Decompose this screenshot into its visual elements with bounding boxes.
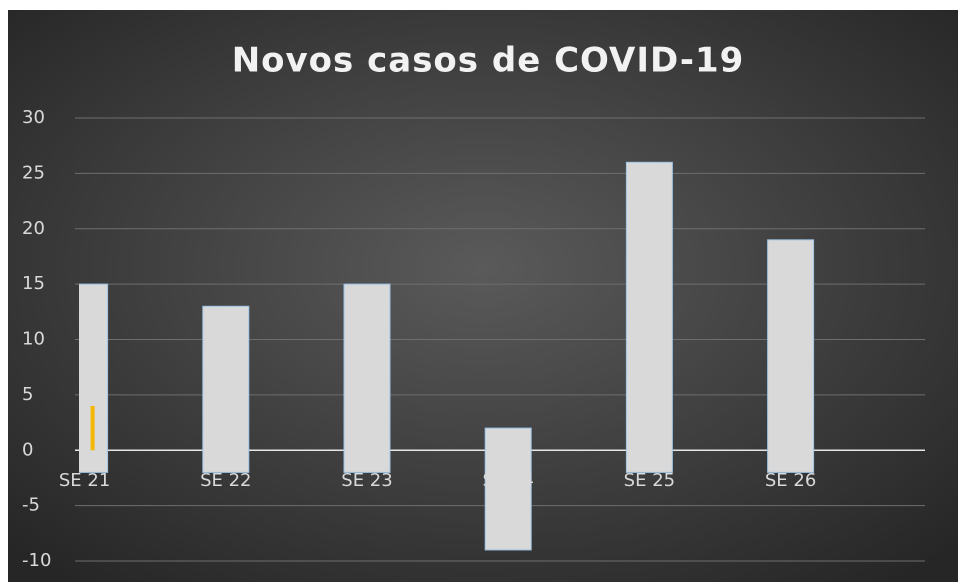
y-tick-label: -5 (22, 495, 40, 516)
bar (202, 305, 250, 473)
x-tick-label: SE 25 (624, 470, 675, 491)
y-tick-label: 20 (22, 218, 45, 239)
y-tick-label: 30 (22, 107, 45, 128)
x-tick-label: SE 22 (200, 470, 251, 491)
x-tick-label: SE 23 (341, 470, 392, 491)
y-tick-label: 25 (22, 162, 45, 183)
x-tick-label: SE 26 (765, 470, 816, 491)
y-tick-label: 15 (22, 273, 45, 294)
highlight-bar (90, 405, 95, 451)
y-tick-label: 10 (22, 329, 45, 350)
y-tick-label: 5 (22, 384, 33, 405)
y-tick-label: 0 (22, 439, 33, 460)
bar (484, 427, 532, 551)
y-tick-label: -10 (22, 550, 51, 571)
x-tick-label: SE 21 (59, 470, 110, 491)
bar (343, 283, 391, 473)
chart-background (8, 10, 958, 582)
bar (767, 239, 815, 473)
bars (79, 161, 815, 551)
chart-title: Novos casos de COVID-19 (232, 41, 745, 81)
x-tick-label: SE 24 (482, 470, 533, 491)
bar (625, 161, 673, 473)
